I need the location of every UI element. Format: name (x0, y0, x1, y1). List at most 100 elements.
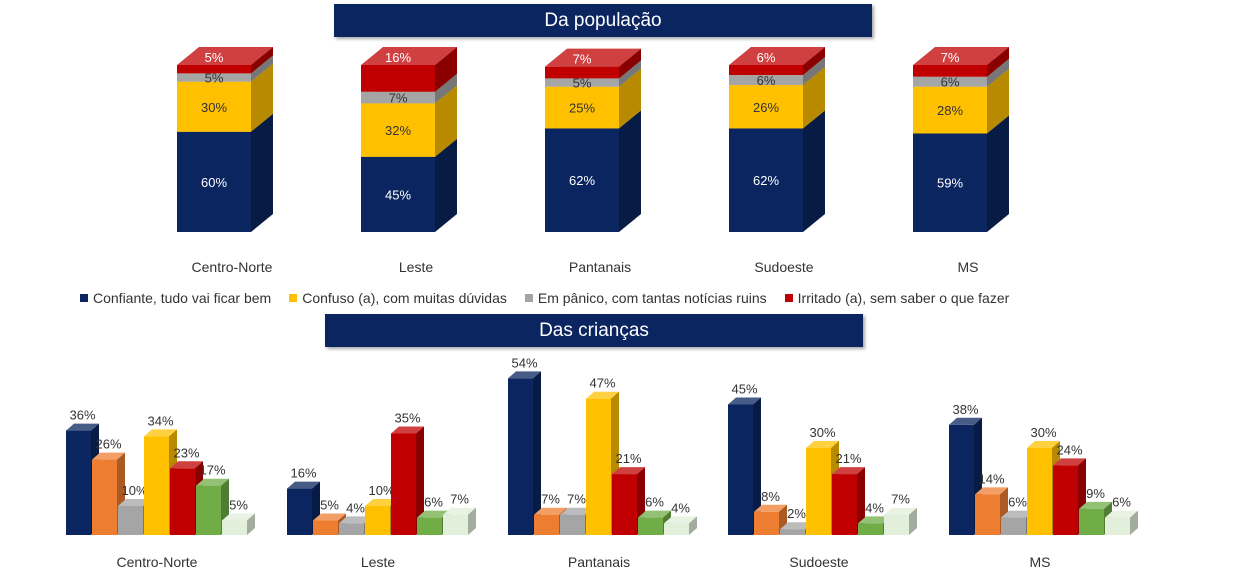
bar-children-leste-4 (391, 433, 416, 535)
bar-children-ms-5 (1079, 508, 1104, 535)
data-label-pantanais-2: 5% (573, 76, 592, 91)
data-label-children-sudoeste-1: 8% (761, 489, 780, 504)
data-label-ms-2: 6% (941, 75, 960, 90)
bar-children-pantanais-3 (586, 398, 611, 535)
bar-children-ms-3-top (1027, 441, 1060, 448)
bar-children-pantanais-2 (560, 514, 585, 535)
bar-children-sudoeste-0-top (728, 397, 761, 405)
bar-children-centro-norte-2 (118, 506, 143, 535)
bar-children-ms-2-top (1001, 510, 1034, 518)
bar-children-centro-norte-5 (196, 485, 221, 535)
bar-children-centro-norte-6 (222, 520, 247, 535)
legend: Confiante, tudo vai ficar bem Confuso (a… (80, 290, 1009, 306)
data-label-children-centro-norte-0: 36% (69, 408, 95, 423)
bar-children-ms-1 (975, 494, 1000, 535)
data-label-centro-norte-1: 30% (201, 100, 227, 115)
data-label-children-leste-0: 16% (290, 466, 316, 481)
bar-children-sudoeste-4 (832, 474, 857, 535)
data-label-sudoeste-0: 62% (753, 173, 779, 188)
data-label-children-ms-4: 24% (1056, 442, 1082, 457)
bar-pantanais-confuso-a-co (545, 86, 619, 129)
bar-children-centro-norte-1 (92, 459, 117, 535)
bar-children-leste-0-top (287, 481, 320, 489)
bar-children-ms-2 (1001, 517, 1026, 535)
bar-leste-confuso-a-co (361, 103, 435, 157)
bar-sudoeste-confiante-tu (729, 128, 803, 232)
bar-children-leste-6 (443, 514, 468, 535)
bar-children-pantanais-4-top (612, 467, 645, 475)
x-label-bottom-sudoeste: Sudoeste (789, 554, 848, 570)
bar-children-ms-4 (1053, 465, 1078, 535)
bar-children-pantanais-1 (534, 514, 559, 535)
data-label-pantanais-3: 7% (573, 52, 592, 67)
data-label-children-ms-2: 6% (1008, 495, 1027, 510)
data-label-centro-norte-2: 5% (205, 71, 224, 86)
bar-sudoeste-irritado-a-s-side (803, 47, 825, 76)
bar-children-sudoeste-4-top (832, 467, 865, 475)
bar-pantanais-em-panico-co (545, 78, 619, 87)
data-label-sudoeste-1: 26% (753, 100, 779, 115)
legend-label-irritado: Irritado (a), sem saber o que fazer (797, 290, 1010, 306)
bar-children-centro-norte-1-top (92, 452, 125, 460)
bar-children-leste-2-top (339, 516, 372, 524)
bar-children-pantanais-6-top (664, 516, 697, 524)
bar-pantanais-confiante-tu (545, 128, 619, 232)
bar-children-sudoeste-2 (780, 529, 805, 535)
legend-item-confuso: Confuso (a), com muitas dúvidas (289, 290, 507, 306)
bar-children-leste-5-top (417, 510, 450, 518)
data-label-sudoeste-3: 6% (757, 50, 776, 65)
bar-children-sudoeste-6-top (884, 507, 917, 515)
data-label-children-sudoeste-2: 2% (787, 506, 806, 521)
bar-leste-em-panico-co-side (435, 73, 457, 104)
bar-children-pantanais-4 (612, 474, 637, 535)
bar-children-centro-norte-0-top (66, 423, 99, 431)
bar-ms-em-panico-co (913, 76, 987, 87)
data-label-children-leste-3: 10% (368, 483, 394, 498)
data-label-pantanais-1: 25% (569, 101, 595, 116)
bar-pantanais-irritado-a-s-top (545, 48, 641, 67)
x-label-bottom-pantanais: Pantanais (568, 554, 630, 570)
bar-children-sudoeste-3 (806, 448, 831, 535)
bar-children-pantanais-3-top (586, 391, 619, 399)
legend-label-confiante: Confiante, tudo vai ficar bem (93, 290, 272, 306)
bar-centro-norte-confuso-a-co (177, 81, 251, 132)
data-label-children-leste-2: 4% (346, 500, 365, 515)
bar-sudoeste-em-panico-co (729, 75, 803, 86)
bar-children-ms-0-top (949, 417, 982, 425)
data-label-centro-norte-3: 5% (205, 50, 224, 65)
data-label-children-centro-norte-1: 26% (95, 437, 121, 452)
x-label-top-pantanais: Pantanais (569, 259, 631, 275)
data-label-children-centro-norte-3: 34% (147, 413, 173, 428)
bar-children-ms-4-top (1053, 458, 1086, 466)
bar-children-pantanais-5-top (638, 510, 671, 518)
legend-item-irritado: Irritado (a), sem saber o que fazer (784, 290, 1010, 306)
bar-ms-irritado-a-s-side (987, 47, 1009, 77)
bar-children-centro-norte-0 (66, 430, 91, 535)
bar-children-sudoeste-5-top (858, 516, 891, 524)
x-label-bottom-ms: MS (1030, 554, 1051, 570)
data-label-children-pantanais-6: 4% (671, 500, 690, 515)
bar-leste-irritado-a-s (361, 65, 435, 92)
bar-pantanais-irritado-a-s (545, 66, 619, 79)
bar-children-pantanais-1-top (534, 507, 567, 515)
x-label-top-ms: MS (958, 259, 979, 275)
bar-children-sudoeste-4-side (857, 467, 865, 535)
legend-label-panico: Em pânico, com tantas notícias ruins (537, 290, 767, 306)
bar-sudoeste-confuso-a-co-side (803, 67, 825, 129)
bar-children-sudoeste-0 (728, 404, 753, 535)
bar-children-leste-2 (339, 523, 364, 535)
bar-leste-confuso-a-co-side (435, 85, 457, 157)
data-label-ms-3: 7% (941, 50, 960, 65)
bar-children-ms-0 (949, 424, 974, 535)
bar-children-pantanais-5 (638, 517, 663, 535)
bar-children-ms-1-top (975, 487, 1008, 495)
bar-children-sudoeste-3-top (806, 441, 839, 448)
legend-label-confuso: Confuso (a), com muitas dúvidas (302, 290, 507, 306)
bar-centro-norte-em-panico-co (177, 73, 251, 82)
chart-title-children: Das crianças (325, 314, 863, 347)
bar-children-leste-5 (417, 517, 442, 535)
bar-children-centro-norte-6-top (222, 513, 255, 521)
bar-pantanais-confuso-a-co-side (619, 68, 641, 129)
data-label-children-leste-1: 5% (320, 498, 339, 513)
bar-children-leste-6-side (468, 507, 476, 535)
